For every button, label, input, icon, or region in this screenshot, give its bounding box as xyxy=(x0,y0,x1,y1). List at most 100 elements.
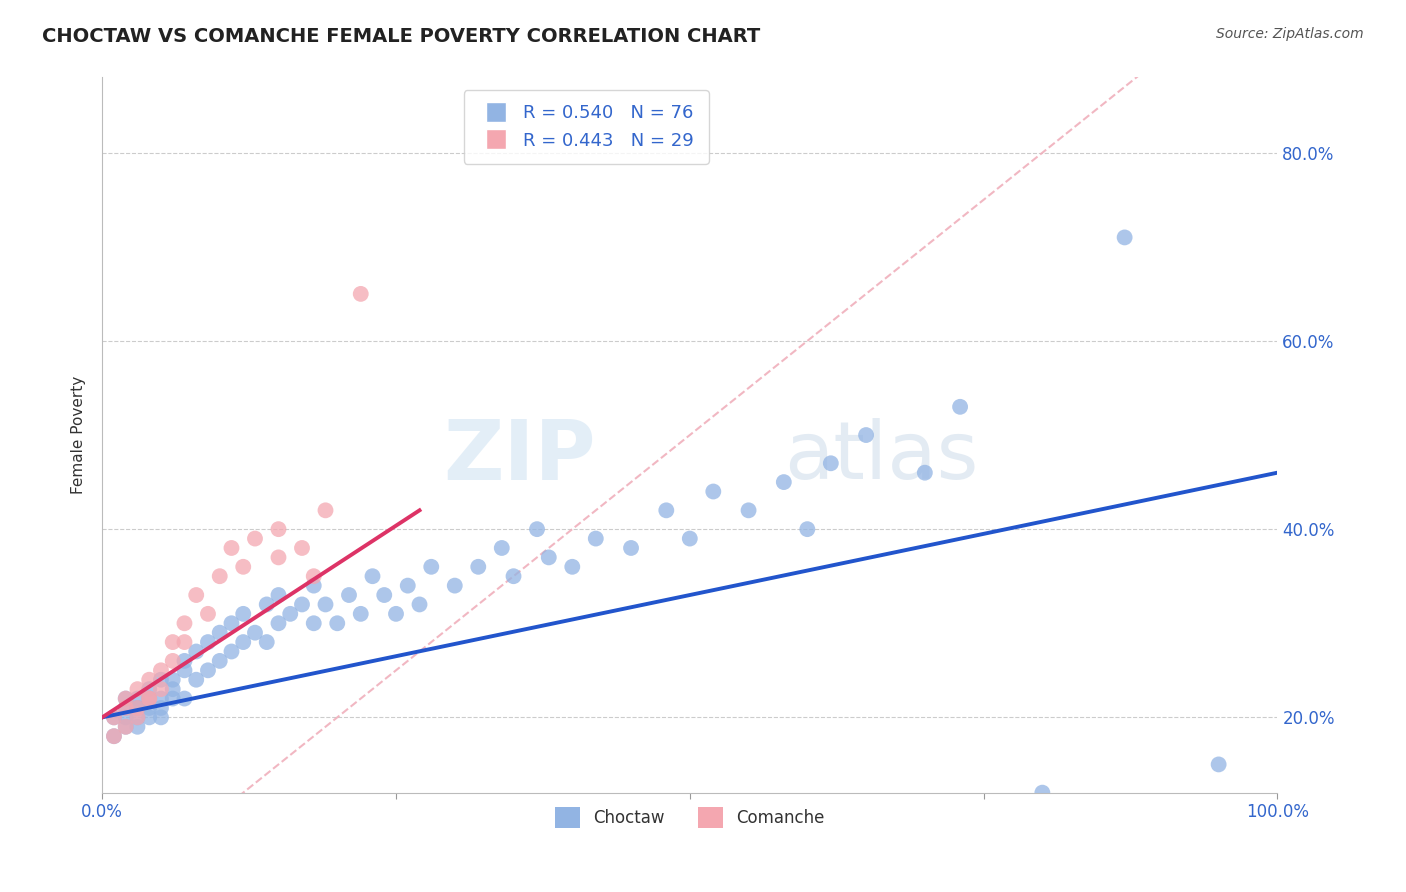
Point xyxy=(702,484,724,499)
Point xyxy=(737,503,759,517)
Point xyxy=(221,541,243,555)
Point xyxy=(243,625,266,640)
Point xyxy=(138,682,160,697)
Text: Source: ZipAtlas.com: Source: ZipAtlas.com xyxy=(1216,27,1364,41)
Point xyxy=(127,691,149,706)
Point xyxy=(1031,786,1053,800)
Point xyxy=(350,286,373,301)
Point xyxy=(127,720,149,734)
Point xyxy=(208,654,231,668)
Point xyxy=(197,607,219,621)
Point xyxy=(173,691,195,706)
Point xyxy=(243,532,266,546)
Point xyxy=(373,588,395,602)
Point xyxy=(315,598,337,612)
Point xyxy=(114,720,136,734)
Point xyxy=(232,607,254,621)
Point xyxy=(114,691,136,706)
Point xyxy=(408,598,430,612)
Point xyxy=(278,607,301,621)
Point xyxy=(772,475,794,489)
Point xyxy=(127,701,149,715)
Point xyxy=(208,625,231,640)
Point xyxy=(197,635,219,649)
Point xyxy=(173,654,195,668)
Point xyxy=(127,682,149,697)
Point xyxy=(256,635,278,649)
Point xyxy=(267,616,290,631)
Point xyxy=(138,673,160,687)
Point xyxy=(149,701,172,715)
Point xyxy=(221,644,243,658)
Point xyxy=(232,559,254,574)
Point xyxy=(396,579,419,593)
Point xyxy=(914,466,936,480)
Point xyxy=(138,691,160,706)
Point xyxy=(149,663,172,677)
Point xyxy=(197,663,219,677)
Point xyxy=(502,569,524,583)
Point xyxy=(173,635,195,649)
Point xyxy=(173,616,195,631)
Point xyxy=(149,673,172,687)
Point xyxy=(103,710,125,724)
Text: atlas: atlas xyxy=(783,417,979,495)
Point xyxy=(114,701,136,715)
Point xyxy=(855,428,877,442)
Point xyxy=(162,682,184,697)
Point xyxy=(267,550,290,565)
Point xyxy=(149,682,172,697)
Point xyxy=(162,635,184,649)
Text: ZIP: ZIP xyxy=(443,416,596,497)
Point xyxy=(114,701,136,715)
Legend: Choctaw, Comanche: Choctaw, Comanche xyxy=(548,801,831,834)
Point xyxy=(103,729,125,743)
Point xyxy=(350,607,373,621)
Point xyxy=(114,710,136,724)
Point xyxy=(620,541,643,555)
Point xyxy=(114,691,136,706)
Text: CHOCTAW VS COMANCHE FEMALE POVERTY CORRELATION CHART: CHOCTAW VS COMANCHE FEMALE POVERTY CORRE… xyxy=(42,27,761,45)
Point xyxy=(302,569,325,583)
Point xyxy=(103,729,125,743)
Point xyxy=(256,598,278,612)
Point xyxy=(149,710,172,724)
Point xyxy=(537,550,560,565)
Point xyxy=(138,710,160,724)
Point xyxy=(186,588,208,602)
Point xyxy=(315,503,337,517)
Point xyxy=(127,701,149,715)
Point xyxy=(127,710,149,724)
Point xyxy=(267,588,290,602)
Point xyxy=(291,598,314,612)
Point xyxy=(796,522,818,536)
Point xyxy=(443,579,465,593)
Point xyxy=(149,691,172,706)
Point xyxy=(385,607,408,621)
Point xyxy=(679,532,702,546)
Point xyxy=(302,579,325,593)
Point xyxy=(337,588,360,602)
Point xyxy=(561,559,583,574)
Point xyxy=(655,503,678,517)
Point xyxy=(267,522,290,536)
Point xyxy=(114,720,136,734)
Point xyxy=(162,654,184,668)
Point xyxy=(361,569,384,583)
Point xyxy=(467,559,489,574)
Point xyxy=(291,541,314,555)
Point xyxy=(820,456,842,470)
Point xyxy=(173,663,195,677)
Point xyxy=(186,644,208,658)
Point xyxy=(221,616,243,631)
Point xyxy=(526,522,548,536)
Point xyxy=(138,691,160,706)
Point xyxy=(1114,230,1136,244)
Point xyxy=(138,691,160,706)
Point xyxy=(585,532,607,546)
Point xyxy=(491,541,513,555)
Point xyxy=(186,673,208,687)
Point xyxy=(302,616,325,631)
Point xyxy=(138,701,160,715)
Point xyxy=(1208,757,1230,772)
